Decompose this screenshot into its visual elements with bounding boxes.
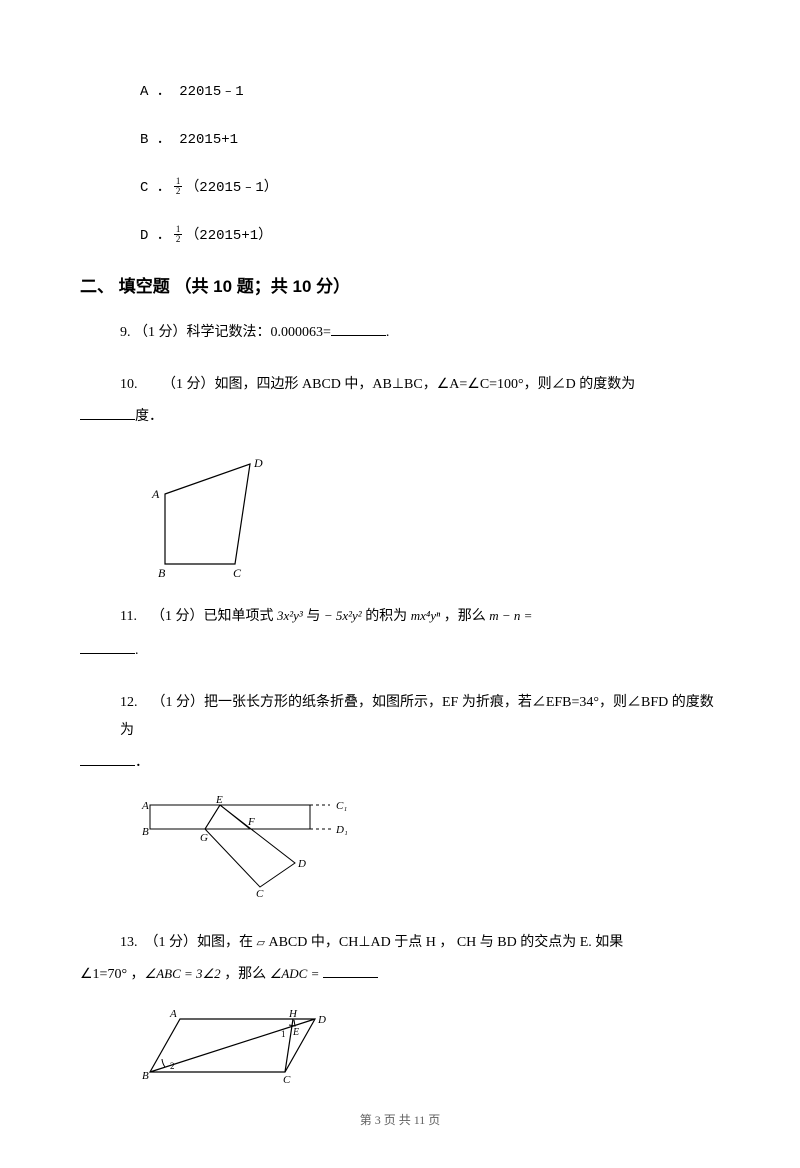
q9-blank <box>331 321 386 336</box>
option-a: A ． 22015﹣1 <box>140 80 720 100</box>
page-content: A ． 22015﹣1 B ． 22015+1 C ． 1 2 （22015﹣1… <box>0 0 800 1168</box>
fig12-E: E <box>215 795 223 806</box>
fig10-label-B: B <box>158 566 166 579</box>
q11-t5: . <box>135 643 139 658</box>
fig12-C: C <box>256 888 264 900</box>
q13-num: 13. <box>120 935 138 950</box>
q13-t3: ∠1=70° ， <box>80 967 145 982</box>
q9-num: 9. <box>120 325 131 340</box>
option-c-text: （22015﹣1） <box>185 176 277 196</box>
q12-t2: ． <box>135 755 149 770</box>
question-10: 10. （1 分）如图，四边形 ABCD 中，AB⊥BC，∠A=∠C=100°，… <box>120 371 720 399</box>
fig13-D: D <box>317 1014 326 1026</box>
option-a-text: 22015﹣1 <box>179 84 243 100</box>
fig10-label-A: A <box>151 487 160 501</box>
q11-blank <box>80 639 135 654</box>
frac-num: 1 <box>174 177 183 186</box>
fig13-A: A <box>169 1008 177 1020</box>
question-11-cont: . <box>80 637 720 665</box>
q13-blank <box>323 963 378 978</box>
option-d-text: （22015+1） <box>185 224 272 244</box>
q12-blank <box>80 751 135 766</box>
option-d-label: D ． <box>140 224 171 244</box>
option-b-text: 22015+1 <box>179 132 238 148</box>
fig13-H: H <box>288 1008 298 1020</box>
q12-t1: 把一张长方形的纸条折叠，如图所示，EF 为折痕，若∠EFB=34°，则∠BFD … <box>120 695 714 738</box>
q11-t2: 与 <box>303 609 324 624</box>
question-10-cont: 度． <box>80 403 720 431</box>
question-9: 9. （1 分）科学记数法：0.000063=. <box>120 319 720 347</box>
q12-points: （1 分） <box>152 695 205 710</box>
fig13-C: C <box>283 1074 291 1086</box>
q13-t1: 如图，在 <box>197 935 257 950</box>
figure-q12: A B E G F C₁ D₁ C D <box>140 795 720 905</box>
q10-points: （1 分） <box>162 377 215 392</box>
q11-expr1: 3x²y³ <box>277 608 303 623</box>
fig12-B: B <box>142 826 149 838</box>
page-footer: 第 3 页 共 11 页 <box>80 1111 720 1128</box>
figure-q10: A D B C <box>140 449 720 579</box>
frac-den: 2 <box>174 186 183 196</box>
q13-t4: ，那么 <box>221 967 270 982</box>
q11-expr4: m − n = <box>489 608 532 623</box>
fig12-C1: C₁ <box>336 800 347 812</box>
fig12-D1: D₁ <box>335 824 348 836</box>
fig10-label-C: C <box>233 566 242 579</box>
fig12-A: A <box>141 800 149 812</box>
q13-expr2: ∠ADC = <box>270 966 320 981</box>
question-12: 12. （1 分）把一张长方形的纸条折叠，如图所示，EF 为折痕，若∠EFB=3… <box>120 689 720 745</box>
q11-points: （1 分） <box>151 609 204 624</box>
option-c: C ． 1 2 （22015﹣1） <box>140 176 720 196</box>
fig13-E: E <box>292 1027 299 1038</box>
q11-num: 11. <box>120 609 137 624</box>
q9-after: . <box>386 325 390 340</box>
fig12-D: D <box>297 858 306 870</box>
fraction-half-c: 1 2 <box>174 177 183 196</box>
q13-expr1: ∠ABC = 3∠2 <box>145 966 221 981</box>
option-b: B ． 22015+1 <box>140 128 720 148</box>
fraction-half-d: 1 2 <box>174 225 183 244</box>
q10-num: 10. <box>120 377 138 392</box>
q10-blank <box>80 405 135 420</box>
q12-num: 12. <box>120 695 138 710</box>
option-b-label: B ． <box>140 132 171 148</box>
fig10-label-D: D <box>253 456 263 470</box>
question-13: 13. （1 分）如图，在 ▱ ABCD 中，CH⊥AD 于点 H ， CH 与… <box>120 929 720 957</box>
q11-t3: 的积为 <box>362 609 411 624</box>
option-d: D ． 1 2 （22015+1） <box>140 224 720 244</box>
q9-before: 科学记数法：0.000063= <box>187 325 331 340</box>
question-13-cont: ∠1=70° ，∠ABC = 3∠2 ，那么 ∠ADC = <box>80 961 720 989</box>
q13-t2: ABCD 中，CH⊥AD 于点 H ， CH 与 BD 的交点为 E. 如果 <box>265 935 623 950</box>
question-11: 11. （1 分）已知单项式 3x²y³ 与 − 5x²y² 的积为 mx⁴yⁿ… <box>120 603 720 631</box>
question-12-cont: ． <box>80 749 720 777</box>
q11-expr2: − 5x²y² <box>324 608 362 623</box>
fig12-G: G <box>200 832 208 844</box>
q13-points: （1 分） <box>145 935 198 950</box>
q10-t2: 度． <box>135 409 163 424</box>
figure-q13: A B C D H E 1 2 <box>140 1007 720 1087</box>
fig13-B: B <box>142 1070 149 1082</box>
q10-t1: 如图，四边形 ABCD 中，AB⊥BC，∠A=∠C=100°，则∠D 的度数为 <box>215 377 636 392</box>
option-c-label: C ． <box>140 176 171 196</box>
q11-t4: ，那么 <box>440 609 489 624</box>
section-2-header: 二、 填空题 （共 10 题；共 10 分） <box>80 272 720 297</box>
fig13-ang1: 1 <box>281 1029 286 1039</box>
parallelogram-icon: ▱ <box>257 937 265 949</box>
frac-num: 1 <box>174 225 183 234</box>
fig12-F: F <box>247 816 255 828</box>
fig13-ang2: 2 <box>170 1061 175 1071</box>
frac-den: 2 <box>174 234 183 244</box>
q9-points: （1 分） <box>134 325 187 340</box>
q11-t1: 已知单项式 <box>203 609 277 624</box>
option-a-label: A ． <box>140 84 171 100</box>
q11-expr3: mx⁴yⁿ <box>411 608 441 623</box>
